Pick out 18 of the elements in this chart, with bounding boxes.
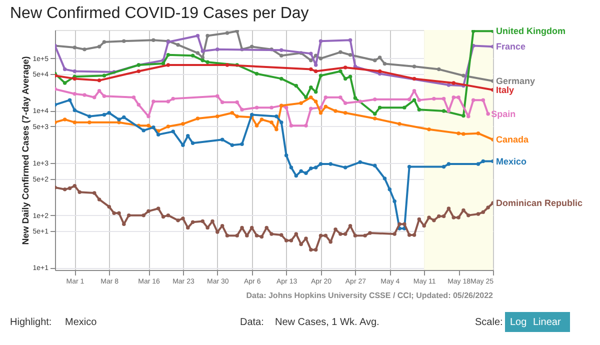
y-axis-title: New Daily Confirmed Cases (7-day Average) bbox=[20, 56, 31, 245]
series-label: Spain bbox=[491, 108, 516, 119]
chart-title: New Confirmed COVID-19 Cases per Day bbox=[10, 5, 309, 22]
series-label: Canada bbox=[496, 134, 530, 145]
series-label: United Kingdom bbox=[496, 26, 566, 36]
series-label: France bbox=[496, 42, 526, 52]
text: Data: bbox=[240, 317, 264, 328]
text: New Cases, 1 Wk. Avg. bbox=[275, 317, 380, 328]
series-label: Italy bbox=[496, 84, 514, 95]
text: Scale: bbox=[475, 317, 503, 328]
text: Log bbox=[510, 317, 527, 328]
series-label: Mexico bbox=[496, 156, 528, 166]
series-label: Germany bbox=[496, 76, 536, 86]
text: Mexico bbox=[65, 317, 98, 328]
series-label: Dominican Republic bbox=[496, 198, 583, 208]
text: Highlight: bbox=[10, 317, 52, 328]
text: Linear bbox=[533, 317, 562, 328]
text: Data: Johns Hopkins University CSSE / CCI; Updated: 05/26/2022 bbox=[246, 291, 494, 300]
